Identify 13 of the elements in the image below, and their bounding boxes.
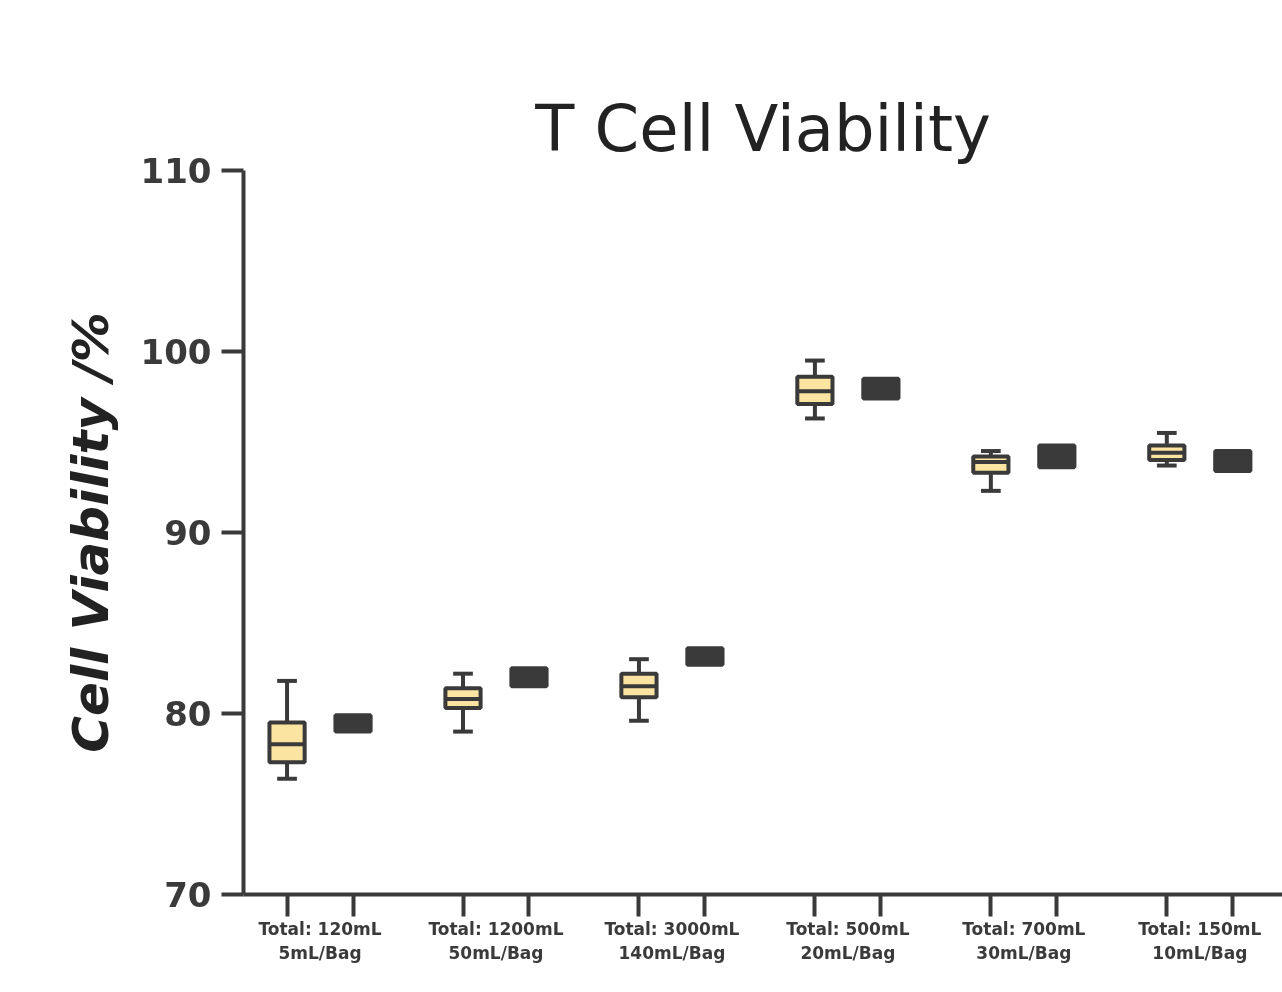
y-tick-label: 70 [164, 875, 212, 915]
x-tick-label: Total: 500mL 20mL/Bag [786, 918, 910, 963]
y-tick-label: 110 [140, 151, 212, 191]
y-tick-label: 80 [164, 694, 212, 734]
y-tick-label: 100 [140, 332, 212, 372]
x-tick-label: Total: 150mL 10mL/Bag [1138, 918, 1262, 963]
x-tick-label: Total: 700mL 30mL/Bag [962, 918, 1086, 963]
chart-title: T Cell Viability [534, 91, 991, 166]
x-tick-label: Total: 1200mL 50mL/Bag [428, 918, 564, 963]
y-axis-title: Cell Viability /% [61, 312, 120, 753]
y-tick-label: 90 [164, 513, 212, 553]
x-tick-label: Total: 120mL 5mL/Bag [258, 918, 382, 963]
x-tick-label: Total: 3000mL 140mL/Bag [604, 918, 740, 963]
